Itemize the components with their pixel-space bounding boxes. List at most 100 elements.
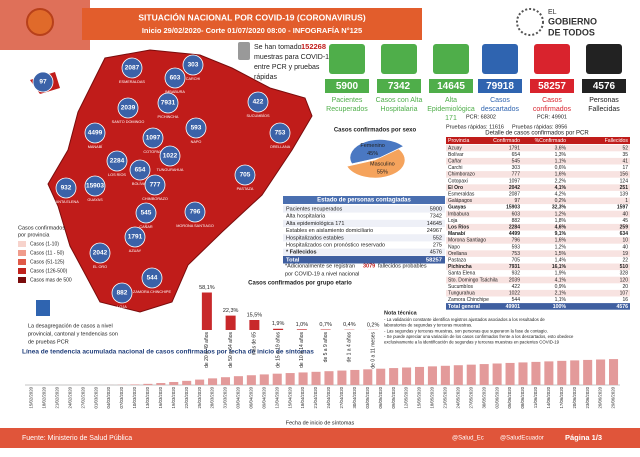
trend-date: 11/06/2020: [533, 386, 538, 408]
trend-bar: [312, 372, 321, 385]
trend-date: 10/03/2020: [132, 386, 137, 408]
note-line: - Se puede apreciar una variación de los…: [384, 334, 574, 339]
province-cell: 634: [620, 231, 629, 237]
province-cell: Loja: [448, 218, 458, 224]
province-cell: 41: [622, 159, 628, 165]
trend-date: 06/05/2020: [378, 386, 383, 408]
province-row-bg: [446, 264, 630, 271]
stat-value: 5900: [336, 81, 359, 92]
trend-date: 30/04/2020: [352, 386, 357, 408]
trend-date: 01/03/2020: [93, 386, 98, 408]
province-value: 4499: [88, 130, 103, 137]
status-total-value: 58257: [426, 258, 442, 264]
province-name: SUCUMBÍOS: [247, 114, 270, 118]
age-category: de 15 a 19 años: [275, 332, 281, 368]
province-row-bg: [446, 250, 630, 257]
age-value-label: 0,2%: [367, 322, 380, 328]
province-value: 303: [188, 62, 199, 69]
province-value: 2039: [121, 105, 136, 112]
province-cell: 1,2%: [555, 244, 567, 250]
trend-bar: [208, 378, 217, 385]
province-cell: 7931: [509, 264, 520, 270]
province-cell: Tungurahua: [448, 291, 475, 297]
province-name: PASTAZA: [237, 187, 254, 191]
province-cell: 1791: [509, 145, 520, 151]
province-cell: Cañar: [448, 159, 462, 165]
province-cell: 4,6%: [555, 225, 567, 231]
legend-swatch: [18, 250, 26, 256]
stat-value: 14645: [437, 81, 465, 92]
province-cell: 2087: [509, 192, 520, 198]
province-total: 49901: [506, 304, 521, 310]
trend-bar: [467, 365, 476, 385]
province-cell: 0,6%: [555, 165, 567, 171]
trend-bar: [428, 366, 437, 385]
age-bar: [202, 293, 212, 330]
trend-date: 30/05/2020: [481, 386, 486, 408]
province-value: 753: [275, 130, 286, 137]
province-value: 15903: [86, 183, 104, 190]
breakdown: Pruebas rápidas: 11616: [446, 124, 504, 130]
trend-bar: [143, 384, 152, 385]
province-cell: Manabí: [448, 231, 466, 237]
province-cell: Orellana: [448, 251, 467, 257]
province-cell: 0,9%: [555, 284, 567, 290]
province-cell: 544: [512, 297, 521, 303]
province-value: 654: [135, 167, 146, 174]
map-note: de pruebas PCR: [28, 339, 69, 345]
age-value-label: 1,9%: [272, 321, 285, 327]
status-total-bg: [283, 256, 445, 264]
status-total-label: Total: [286, 258, 300, 264]
breakdown: PCR: 68302: [466, 114, 496, 120]
province-cell: 2042: [509, 185, 520, 191]
province-cell: 4,1%: [555, 277, 567, 283]
trend-date: 05/06/2020: [507, 386, 512, 408]
province-cell: 422: [512, 284, 521, 290]
province-cell: Sto. Domingo Tsáchila: [448, 277, 498, 283]
province-row-bg: [446, 145, 630, 152]
province-value: 544: [147, 275, 158, 282]
age-category: de 50 a 64 años: [228, 332, 234, 368]
province-value: 932: [61, 185, 72, 192]
province-cell: 16,1%: [552, 264, 567, 270]
trend-date: 08/06/2020: [520, 386, 525, 408]
age-category: de 0 a 11 meses: [370, 332, 376, 369]
province-row-bg: [446, 211, 630, 218]
province-cell: 1: [625, 198, 628, 204]
breakdown: PCR: 49901: [537, 114, 567, 120]
legend-label: Casos (126-500): [30, 268, 68, 274]
status-value: 552: [433, 235, 442, 241]
province-cell: 1,6%: [555, 238, 567, 244]
trend-date: 03/05/2020: [365, 386, 370, 408]
province-cell: Morona Santiago: [448, 238, 486, 244]
province-name: TUNGURAHUA: [157, 168, 184, 172]
status-label: Alta hospitalaria: [286, 214, 326, 220]
trend-bar: [337, 371, 346, 385]
stat-label: Pacientes: [332, 97, 363, 104]
province-cell: 22: [622, 258, 628, 264]
province-cell: Carchi: [448, 165, 462, 171]
legend-swatch: [18, 277, 26, 283]
age-category: de 20 a 49 años: [204, 332, 210, 368]
province-cell: Guayas: [448, 205, 466, 211]
province-cell: 97: [514, 198, 520, 204]
status-label: Hospitalizados con pronóstico reservado: [286, 242, 385, 248]
trend-bar: [570, 360, 579, 385]
age-category: de 10 a 14 años: [299, 332, 305, 368]
trend-bar: [234, 376, 243, 385]
stat-icon-box: [482, 44, 518, 74]
province-cell: 40: [622, 244, 628, 250]
province-cell: 2284: [509, 225, 520, 231]
province-cell: 15903: [506, 205, 520, 211]
province-name: SANTA ELENA: [53, 200, 79, 204]
status-label: Hospitalizados estables: [286, 235, 344, 241]
province-cell: 705: [512, 258, 521, 264]
trend-date: 25/03/2020: [197, 386, 202, 408]
province-cell: 1022: [509, 291, 520, 297]
legend-label: Casos (1-10): [30, 241, 59, 247]
province-cell: Zamora Chinchipe: [448, 297, 489, 303]
province-cell: 32,3%: [552, 205, 567, 211]
pie-label: 55%: [377, 169, 388, 175]
trend-date: 22/03/2020: [184, 386, 189, 408]
trend-date: 15/05/2020: [417, 386, 422, 408]
